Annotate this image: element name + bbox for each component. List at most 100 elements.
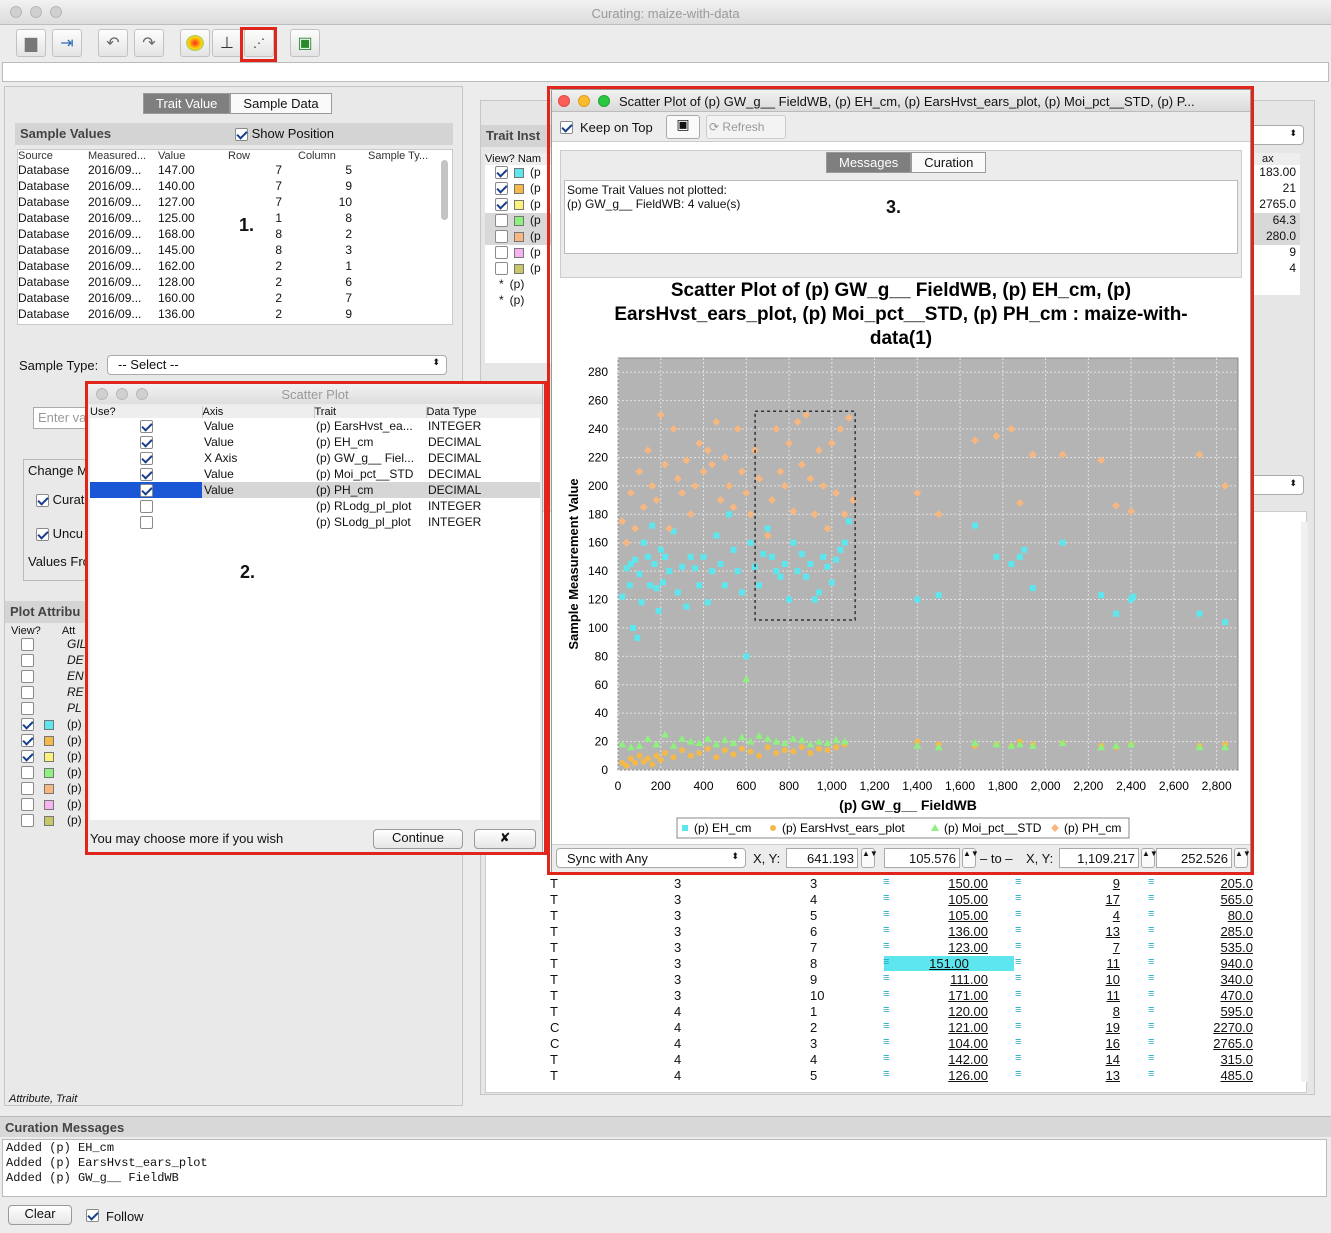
data-point[interactable] [1221, 481, 1230, 490]
data-point[interactable] [772, 425, 781, 434]
data-point[interactable] [772, 737, 781, 745]
drag-handle-icon[interactable]: ≡ [883, 940, 890, 952]
data-point[interactable] [770, 825, 776, 831]
x2-stepper[interactable]: ▲▼ [1141, 848, 1158, 868]
refresh-button[interactable]: ⟳ Refresh [706, 115, 786, 139]
data-point[interactable] [746, 510, 755, 519]
drag-handle-icon[interactable]: ≡ [1148, 972, 1155, 984]
data-point[interactable] [656, 410, 665, 419]
curated-checkbox[interactable] [36, 494, 49, 508]
table-cell[interactable]: 595.0 [1220, 1004, 1253, 1019]
data-point[interactable] [780, 481, 789, 490]
data-point[interactable] [674, 589, 681, 596]
data-point[interactable] [720, 453, 729, 462]
use-checkbox[interactable] [139, 420, 153, 434]
data-point[interactable] [844, 413, 853, 422]
drag-handle-icon[interactable]: ≡ [883, 972, 890, 984]
table-scrollbar[interactable] [1301, 522, 1308, 1082]
data-point[interactable] [747, 748, 754, 755]
drag-handle-icon[interactable]: ≡ [1148, 1004, 1155, 1016]
data-point[interactable] [913, 741, 922, 749]
col-sample-type[interactable]: Sample Ty... [368, 150, 429, 162]
trait-row[interactable]: (p) SLodg_pl_plot INTEGER [90, 514, 540, 530]
drag-handle-icon[interactable]: ≡ [1148, 1052, 1155, 1064]
attribute-row[interactable]: EN [11, 669, 101, 685]
data-point[interactable] [789, 734, 798, 742]
data-point[interactable] [679, 747, 686, 754]
data-point[interactable] [823, 739, 832, 747]
table-cell[interactable]: 19 [1105, 1020, 1120, 1035]
table-cell[interactable]: 142.00 [948, 1052, 988, 1067]
trait-view-checkbox[interactable] [495, 230, 508, 244]
export-icon[interactable]: ⇥ [52, 29, 82, 57]
table-cell[interactable]: 11 [1106, 988, 1121, 1003]
col-value[interactable]: Value [158, 150, 186, 162]
data-point[interactable] [840, 737, 849, 745]
minimize-window-button[interactable] [30, 6, 42, 18]
data-point[interactable] [653, 752, 660, 759]
table-row[interactable]: Database 2016/09... 160.00 2 7 [18, 290, 438, 306]
drag-handle-icon[interactable]: ≡ [883, 876, 890, 888]
data-point[interactable] [652, 740, 661, 748]
trait-view-checkbox[interactable] [495, 182, 508, 196]
data-point[interactable] [652, 496, 661, 505]
data-point[interactable] [742, 488, 751, 497]
data-point[interactable] [763, 734, 772, 742]
table-cell[interactable]: 16 [1105, 1036, 1120, 1051]
drag-handle-icon[interactable]: ≡ [883, 988, 890, 1000]
drag-handle-icon[interactable]: ≡ [883, 1020, 890, 1032]
scrollbar-thumb[interactable] [441, 160, 448, 220]
data-point[interactable] [696, 749, 703, 756]
data-point[interactable] [832, 736, 841, 744]
col-source[interactable]: Source [18, 150, 53, 162]
table-row[interactable]: T 4 4 142.00 14 315.0 ≡ ≡ ≡ [480, 1052, 1305, 1068]
trait-axis-cell[interactable]: Value [204, 467, 234, 481]
data-point[interactable] [1098, 592, 1105, 599]
drag-handle-icon[interactable]: ≡ [1015, 1052, 1022, 1064]
data-point[interactable] [682, 825, 688, 831]
data-point[interactable] [655, 607, 662, 614]
attribute-checkbox[interactable] [21, 654, 34, 668]
data-point[interactable] [643, 446, 652, 455]
data-point[interactable] [661, 730, 670, 738]
table-row[interactable]: C 4 2 121.00 19 2270.0 ≡ ≡ ≡ [480, 1020, 1305, 1036]
data-point[interactable] [623, 762, 630, 769]
data-point[interactable] [647, 582, 654, 589]
attribute-checkbox[interactable] [21, 798, 34, 812]
boxplot-icon[interactable]: ⊥ [212, 29, 242, 57]
table-cell[interactable]: 13 [1105, 924, 1120, 939]
data-point[interactable] [776, 467, 785, 476]
table-row[interactable]: Database 2016/09... 125.00 1 8 [18, 210, 438, 226]
follow-checkbox[interactable] [86, 1209, 99, 1223]
trait-view-checkbox[interactable] [495, 262, 508, 276]
data-point[interactable] [931, 824, 939, 831]
data-point[interactable] [807, 561, 814, 567]
trait-view-checkbox[interactable] [495, 214, 508, 228]
data-point[interactable] [764, 744, 771, 751]
data-point[interactable] [659, 579, 666, 586]
data-point[interactable] [691, 565, 698, 572]
data-point[interactable] [993, 553, 1000, 560]
data-point[interactable] [793, 417, 802, 426]
trait-instance-row[interactable]: (p [485, 245, 555, 261]
trait-instance-row[interactable]: (p [485, 165, 555, 181]
drag-handle-icon[interactable]: ≡ [883, 1004, 890, 1016]
heatmap-icon[interactable] [180, 29, 210, 57]
attribute-row[interactable]: (p) [11, 765, 101, 781]
use-checkbox[interactable] [139, 500, 153, 514]
trait-instance-row[interactable]: (p [485, 261, 555, 277]
trait-axis-cell[interactable] [202, 498, 314, 514]
data-point[interactable] [629, 624, 636, 631]
data-point[interactable] [644, 755, 651, 762]
table-cell[interactable]: 14 [1105, 1052, 1120, 1067]
attribute-row[interactable]: PL [11, 701, 101, 717]
data-point[interactable] [686, 510, 695, 519]
data-point[interactable] [1221, 743, 1230, 751]
data-point[interactable] [720, 736, 729, 744]
drag-handle-icon[interactable]: ≡ [883, 1052, 890, 1064]
data-point[interactable] [670, 754, 677, 761]
use-cell[interactable] [90, 482, 202, 498]
data-point[interactable] [695, 739, 704, 747]
drag-handle-icon[interactable]: ≡ [883, 892, 890, 904]
drag-handle-icon[interactable]: ≡ [1015, 892, 1022, 904]
